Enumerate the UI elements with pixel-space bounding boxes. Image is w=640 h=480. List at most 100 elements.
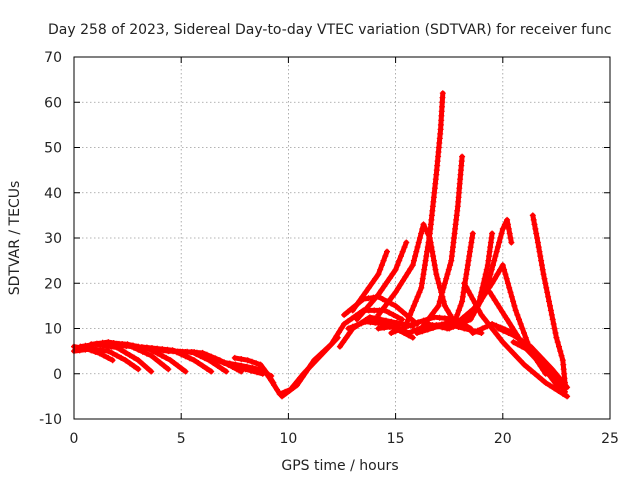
data-point-marker [399,308,406,315]
data-point-marker [386,324,393,330]
data-point-marker [93,340,100,347]
y-tick-label: 40 [44,186,62,202]
data-point-marker [507,235,514,241]
data-point-marker [554,339,561,346]
data-point-marker [131,363,137,370]
data-point-marker [290,384,297,391]
data-point-marker [182,349,189,355]
data-point-marker [514,311,521,318]
data-point-marker [547,302,553,309]
data-point-marker [521,361,528,368]
data-point-marker [431,262,438,269]
y-tick-label: 60 [44,95,62,111]
data-point-marker [341,321,348,327]
data-point-marker [400,277,406,284]
data-point-marker [403,321,410,327]
data-point-marker [448,318,455,325]
data-point-marker [506,346,513,353]
data-point-marker [470,311,477,318]
data-point-marker [408,307,415,314]
data-point-marker [238,362,245,369]
data-point-marker [441,315,448,322]
data-point-marker [359,293,366,300]
series-arc-18 [354,239,410,323]
data-point-marker [499,225,506,232]
data-point-marker [113,352,120,359]
data-point-marker [538,257,545,264]
data-point-marker [268,377,275,384]
data-point-marker [419,275,426,282]
data-point-marker [409,328,416,335]
data-point-marker [519,337,526,344]
data-point-marker [401,327,408,334]
data-point-marker [366,314,373,321]
data-point-marker [362,289,369,296]
data-point-marker [161,362,167,369]
y-tick-label: 20 [44,276,62,292]
data-point-marker [521,330,527,336]
data-point-marker [517,357,524,364]
data-point-marker [489,321,496,327]
data-point-marker [424,321,431,327]
data-point-marker [404,269,411,276]
data-point-marker [243,363,250,370]
data-point-marker [529,212,536,219]
data-point-marker [436,314,443,321]
series-arc-28 [461,280,571,400]
data-point-marker [564,393,571,400]
data-point-marker [126,352,133,359]
data-point-marker [494,271,501,278]
data-point-marker [490,327,497,334]
data-point-marker [440,284,447,291]
series-arc-32 [529,212,568,386]
data-point-marker [409,334,416,341]
data-point-marker [494,300,501,307]
data-point-marker [409,321,416,327]
data-point-marker [262,369,269,376]
data-point-marker [386,296,393,303]
data-point-marker [439,324,446,331]
data-point-marker [456,318,463,324]
data-point-marker [336,329,342,336]
data-point-marker [249,358,255,365]
data-point-marker [282,390,289,397]
data-point-marker [148,352,155,359]
data-point-marker [167,357,174,364]
data-point-marker [543,284,550,291]
data-point-marker [465,288,472,295]
data-point-marker [203,365,210,372]
data-point-marker [354,322,360,329]
data-point-marker [469,330,476,336]
data-point-marker [527,348,534,355]
data-point-marker [434,323,441,330]
data-point-marker [412,253,419,260]
data-point-marker [465,257,472,264]
data-point-marker [384,300,390,307]
x-tick-label: 0 [70,431,79,447]
data-point-marker [302,369,309,376]
data-point-marker [135,357,142,364]
data-point-marker [479,325,486,332]
data-point-marker [279,393,285,400]
data-point-marker [156,359,163,366]
data-point-marker [499,308,506,315]
data-point-marker [103,340,110,346]
data-point-marker [414,244,421,250]
data-point-marker [487,271,494,278]
data-point-marker [421,266,428,273]
data-point-marker [479,295,486,302]
data-point-marker [534,235,541,241]
data-point-marker [392,323,399,330]
data-point-marker [381,283,388,290]
data-point-marker [523,340,530,347]
data-point-marker [390,311,397,318]
data-point-marker [212,356,219,363]
data-point-marker [407,311,414,318]
data-point-marker [394,262,401,269]
data-point-marker [88,341,95,348]
data-point-marker [550,321,557,327]
data-point-marker [328,341,335,348]
data-point-marker [186,355,193,362]
data-point-marker [203,353,210,360]
